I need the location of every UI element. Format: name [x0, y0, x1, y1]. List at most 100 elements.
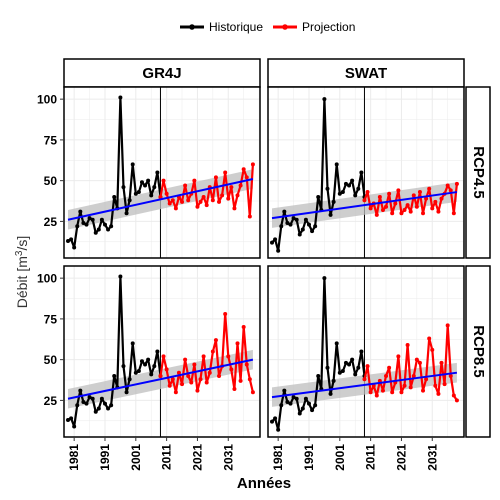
y-tick-label: 25: [44, 394, 58, 408]
point-projection: [204, 203, 209, 208]
point-projection: [250, 162, 255, 167]
point-projection: [235, 341, 240, 346]
point-projection: [390, 390, 395, 395]
point-historique: [279, 403, 284, 408]
point-historique: [353, 372, 358, 377]
point-historique: [356, 365, 361, 370]
point-projection: [399, 211, 404, 216]
point-projection: [424, 377, 429, 382]
point-projection: [241, 167, 246, 172]
point-projection: [180, 382, 185, 387]
point-projection: [220, 193, 225, 198]
point-projection: [408, 385, 413, 390]
point-projection: [380, 388, 385, 393]
point-historique: [136, 190, 141, 195]
point-projection: [198, 377, 203, 382]
strip-label: GR4J: [142, 65, 181, 82]
point-historique: [350, 357, 355, 362]
strip-gr4j: [63, 58, 261, 88]
point-historique: [343, 181, 348, 186]
point-historique: [291, 395, 296, 400]
point-historique: [325, 365, 330, 370]
point-historique: [325, 186, 330, 191]
point-projection: [235, 193, 240, 198]
point-projection: [451, 211, 456, 216]
point-projection: [368, 390, 373, 395]
point-projection: [384, 204, 389, 209]
point-historique: [316, 194, 321, 199]
point-projection: [414, 357, 419, 362]
point-projection: [368, 206, 373, 211]
y-tick-label: 100: [37, 93, 57, 107]
point-projection: [374, 393, 379, 398]
point-projection: [362, 377, 367, 382]
x-tick-label: 1991: [98, 444, 112, 471]
point-historique: [106, 406, 111, 411]
point-projection: [247, 214, 252, 219]
point-historique: [270, 240, 274, 245]
point-projection: [164, 191, 169, 196]
point-projection: [393, 201, 398, 206]
point-projection: [173, 206, 178, 211]
x-tick-label: 2001: [333, 444, 347, 471]
point-historique: [78, 209, 83, 214]
point-historique: [87, 395, 92, 400]
x-tick-label: 2031: [425, 444, 439, 471]
point-historique: [285, 221, 290, 226]
point-projection: [374, 212, 379, 217]
point-historique: [130, 341, 135, 346]
point-historique: [328, 212, 333, 217]
x-tick-label: 2011: [160, 444, 174, 470]
point-historique: [102, 222, 107, 227]
point-projection: [427, 336, 432, 341]
panel-background: [64, 266, 260, 437]
point-projection: [244, 362, 249, 367]
point-historique: [288, 401, 293, 406]
point-projection: [213, 338, 218, 343]
point-historique: [313, 224, 318, 229]
point-projection: [198, 199, 203, 204]
point-historique: [328, 391, 333, 396]
point-projection: [232, 206, 237, 211]
point-projection: [433, 199, 438, 204]
point-historique: [121, 185, 126, 190]
point-historique: [72, 424, 77, 429]
point-projection: [232, 386, 237, 391]
point-historique: [75, 403, 80, 408]
y-axis-title: Débit [m3/s]: [14, 236, 30, 308]
point-projection: [396, 354, 401, 359]
strip-rcp85: [465, 265, 491, 438]
point-historique: [133, 191, 138, 196]
point-historique: [155, 349, 160, 354]
point-historique: [112, 373, 117, 378]
point-historique: [139, 180, 144, 185]
point-projection: [380, 207, 385, 212]
point-historique: [96, 227, 101, 232]
panel-swat-rcp85: [267, 265, 465, 438]
point-historique: [347, 362, 352, 367]
point-historique: [99, 396, 104, 401]
point-projection: [229, 185, 234, 190]
point-historique: [99, 217, 104, 222]
y-tick-label: 25: [44, 215, 58, 229]
facet-panels: [63, 86, 465, 438]
point-historique: [340, 190, 345, 195]
point-historique: [297, 232, 302, 237]
point-projection: [445, 323, 450, 328]
point-historique: [300, 406, 305, 411]
point-historique: [294, 396, 299, 401]
point-projection: [192, 362, 197, 367]
point-projection: [439, 196, 444, 201]
point-historique: [130, 162, 135, 167]
point-historique: [127, 198, 132, 203]
point-projection: [247, 377, 252, 382]
point-projection: [365, 364, 370, 369]
trend-line: [271, 371, 458, 399]
point-projection: [405, 342, 410, 347]
point-historique: [303, 217, 308, 222]
y-tick-label: 75: [44, 133, 58, 147]
point-historique: [78, 388, 83, 393]
point-historique: [90, 217, 95, 222]
point-historique: [306, 401, 311, 406]
legend-item-projection: Projection: [273, 20, 355, 34]
